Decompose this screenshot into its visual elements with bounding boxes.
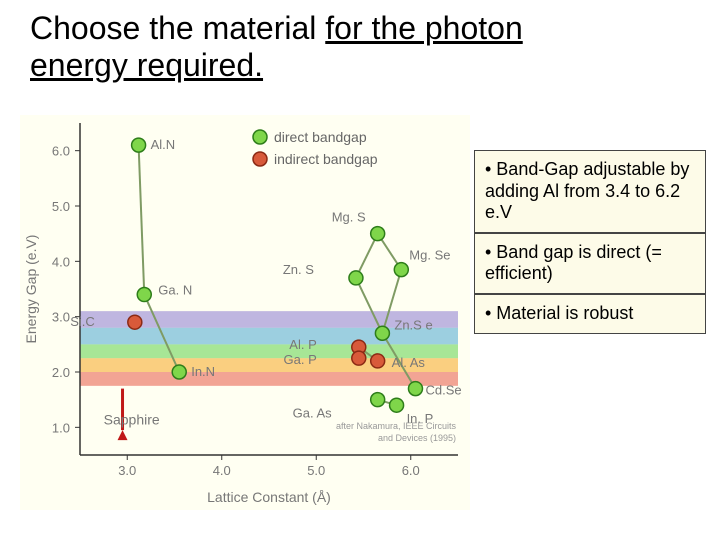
note-1: • Band-Gap adjustable by adding Al from … xyxy=(474,150,706,233)
svg-text:6.0: 6.0 xyxy=(402,463,420,478)
svg-text:3.0: 3.0 xyxy=(52,310,70,325)
svg-text:Ga. P: Ga. P xyxy=(284,352,317,367)
svg-text:2.0: 2.0 xyxy=(52,365,70,380)
svg-text:Lattice Constant (Å): Lattice Constant (Å) xyxy=(207,489,331,505)
note-2: • Band gap is direct (= efficient) xyxy=(474,233,706,294)
svg-text:Cd.Se: Cd.Se xyxy=(425,383,461,398)
svg-text:4.0: 4.0 xyxy=(52,254,70,269)
svg-text:indirect bandgap: indirect bandgap xyxy=(274,151,378,167)
svg-text:6.0: 6.0 xyxy=(52,144,70,159)
svg-text:Ga. As: Ga. As xyxy=(293,406,333,421)
title-under2: energy required. xyxy=(30,47,263,83)
title-under1: for the photon xyxy=(325,10,522,46)
note-3: • Material is robust xyxy=(474,294,706,334)
scatter-chart: 1.0 2.0 3.0 4.0 5.0 6.0 3.0 4.0 5.0 6.0 Lattice Co… xyxy=(20,115,470,510)
svg-text:Ga. N: Ga. N xyxy=(158,283,192,298)
svg-text:Sapphire: Sapphire xyxy=(104,412,160,428)
slide-title: Choose the material for the photon energ… xyxy=(30,10,690,84)
svg-text:direct bandgap: direct bandgap xyxy=(274,129,367,145)
svg-text:Zn. S: Zn. S xyxy=(283,262,314,277)
svg-text:Al. As: Al. As xyxy=(392,355,426,370)
svg-text:Zn.S e: Zn.S e xyxy=(394,317,432,332)
svg-text:4.0: 4.0 xyxy=(213,463,231,478)
svg-text:Al.N: Al.N xyxy=(151,137,176,152)
svg-text:Mg. Se: Mg. Se xyxy=(409,248,450,263)
svg-text:after Nakamura, IEEE Circuits: after Nakamura, IEEE Circuits xyxy=(336,421,457,431)
svg-text:Al. P: Al. P xyxy=(289,337,316,352)
svg-text:5.0: 5.0 xyxy=(52,199,70,214)
svg-text:Mg. S: Mg. S xyxy=(332,210,366,225)
svg-text:Si.C: Si.C xyxy=(70,314,95,329)
svg-text:In.N: In.N xyxy=(191,364,215,379)
svg-text:5.0: 5.0 xyxy=(307,463,325,478)
svg-text:1.0: 1.0 xyxy=(52,420,70,435)
svg-text:and Devices (1995): and Devices (1995) xyxy=(378,433,456,443)
svg-text:Energy Gap (e.V): Energy Gap (e.V) xyxy=(23,235,39,344)
title-plain: Choose the material xyxy=(30,10,325,46)
notes-panel: • Band-Gap adjustable by adding Al from … xyxy=(474,150,706,334)
svg-text:3.0: 3.0 xyxy=(118,463,136,478)
